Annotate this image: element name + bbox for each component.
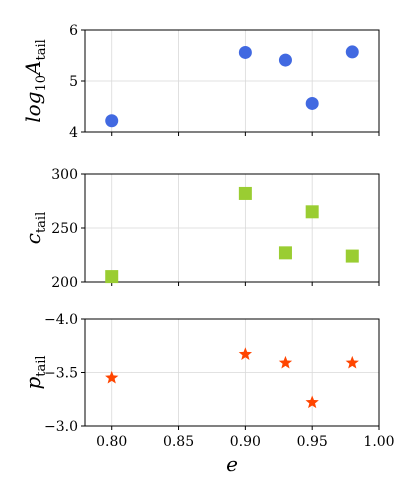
y-tick-label: 250 bbox=[51, 221, 78, 237]
data-point bbox=[238, 45, 252, 59]
y-axis-title: ptail bbox=[21, 355, 49, 389]
y-tick-label: 200 bbox=[51, 275, 78, 291]
data-point bbox=[278, 246, 292, 260]
x-tick-label: 0.80 bbox=[96, 434, 127, 450]
y-axis-title: ctail bbox=[21, 212, 49, 245]
x-tick-label: 0.90 bbox=[230, 434, 261, 450]
data-point bbox=[278, 355, 293, 369]
data-point bbox=[305, 395, 319, 409]
x-tick-label: 0.95 bbox=[297, 434, 328, 450]
data-point bbox=[105, 114, 119, 128]
x-axis-title: e bbox=[226, 452, 238, 476]
y-tick-label: −3.0 bbox=[44, 419, 78, 435]
panel-2: 200 250 300 ctail bbox=[21, 167, 380, 291]
y-tick-label: 5 bbox=[69, 74, 78, 90]
y-tick-label: 300 bbox=[51, 167, 78, 183]
data-point bbox=[305, 205, 319, 219]
y-tick-label: 4 bbox=[69, 125, 78, 141]
data-point bbox=[345, 249, 359, 263]
y-axis-title: log10Atail bbox=[21, 39, 49, 123]
data-point bbox=[345, 45, 359, 59]
data-point bbox=[238, 347, 253, 360]
data-point bbox=[238, 186, 252, 200]
panel-3: 0.80 0.85 0.90 0.95 1.00 −4.0 −3.5 −3.0 ptail bbox=[21, 312, 395, 450]
panel-1: 4 5 6 log10Atail bbox=[21, 23, 380, 141]
y-tick-label: −4.0 bbox=[44, 312, 78, 328]
y-tick-label: −3.5 bbox=[44, 366, 78, 382]
data-point bbox=[345, 355, 359, 369]
data-point bbox=[105, 270, 119, 284]
x-tick-label: 1.00 bbox=[363, 434, 394, 450]
data-point bbox=[278, 53, 292, 67]
x-tick-label: 0.85 bbox=[163, 434, 194, 450]
y-tick-label: 6 bbox=[69, 23, 78, 39]
data-point bbox=[105, 370, 119, 384]
data-point bbox=[305, 96, 319, 110]
